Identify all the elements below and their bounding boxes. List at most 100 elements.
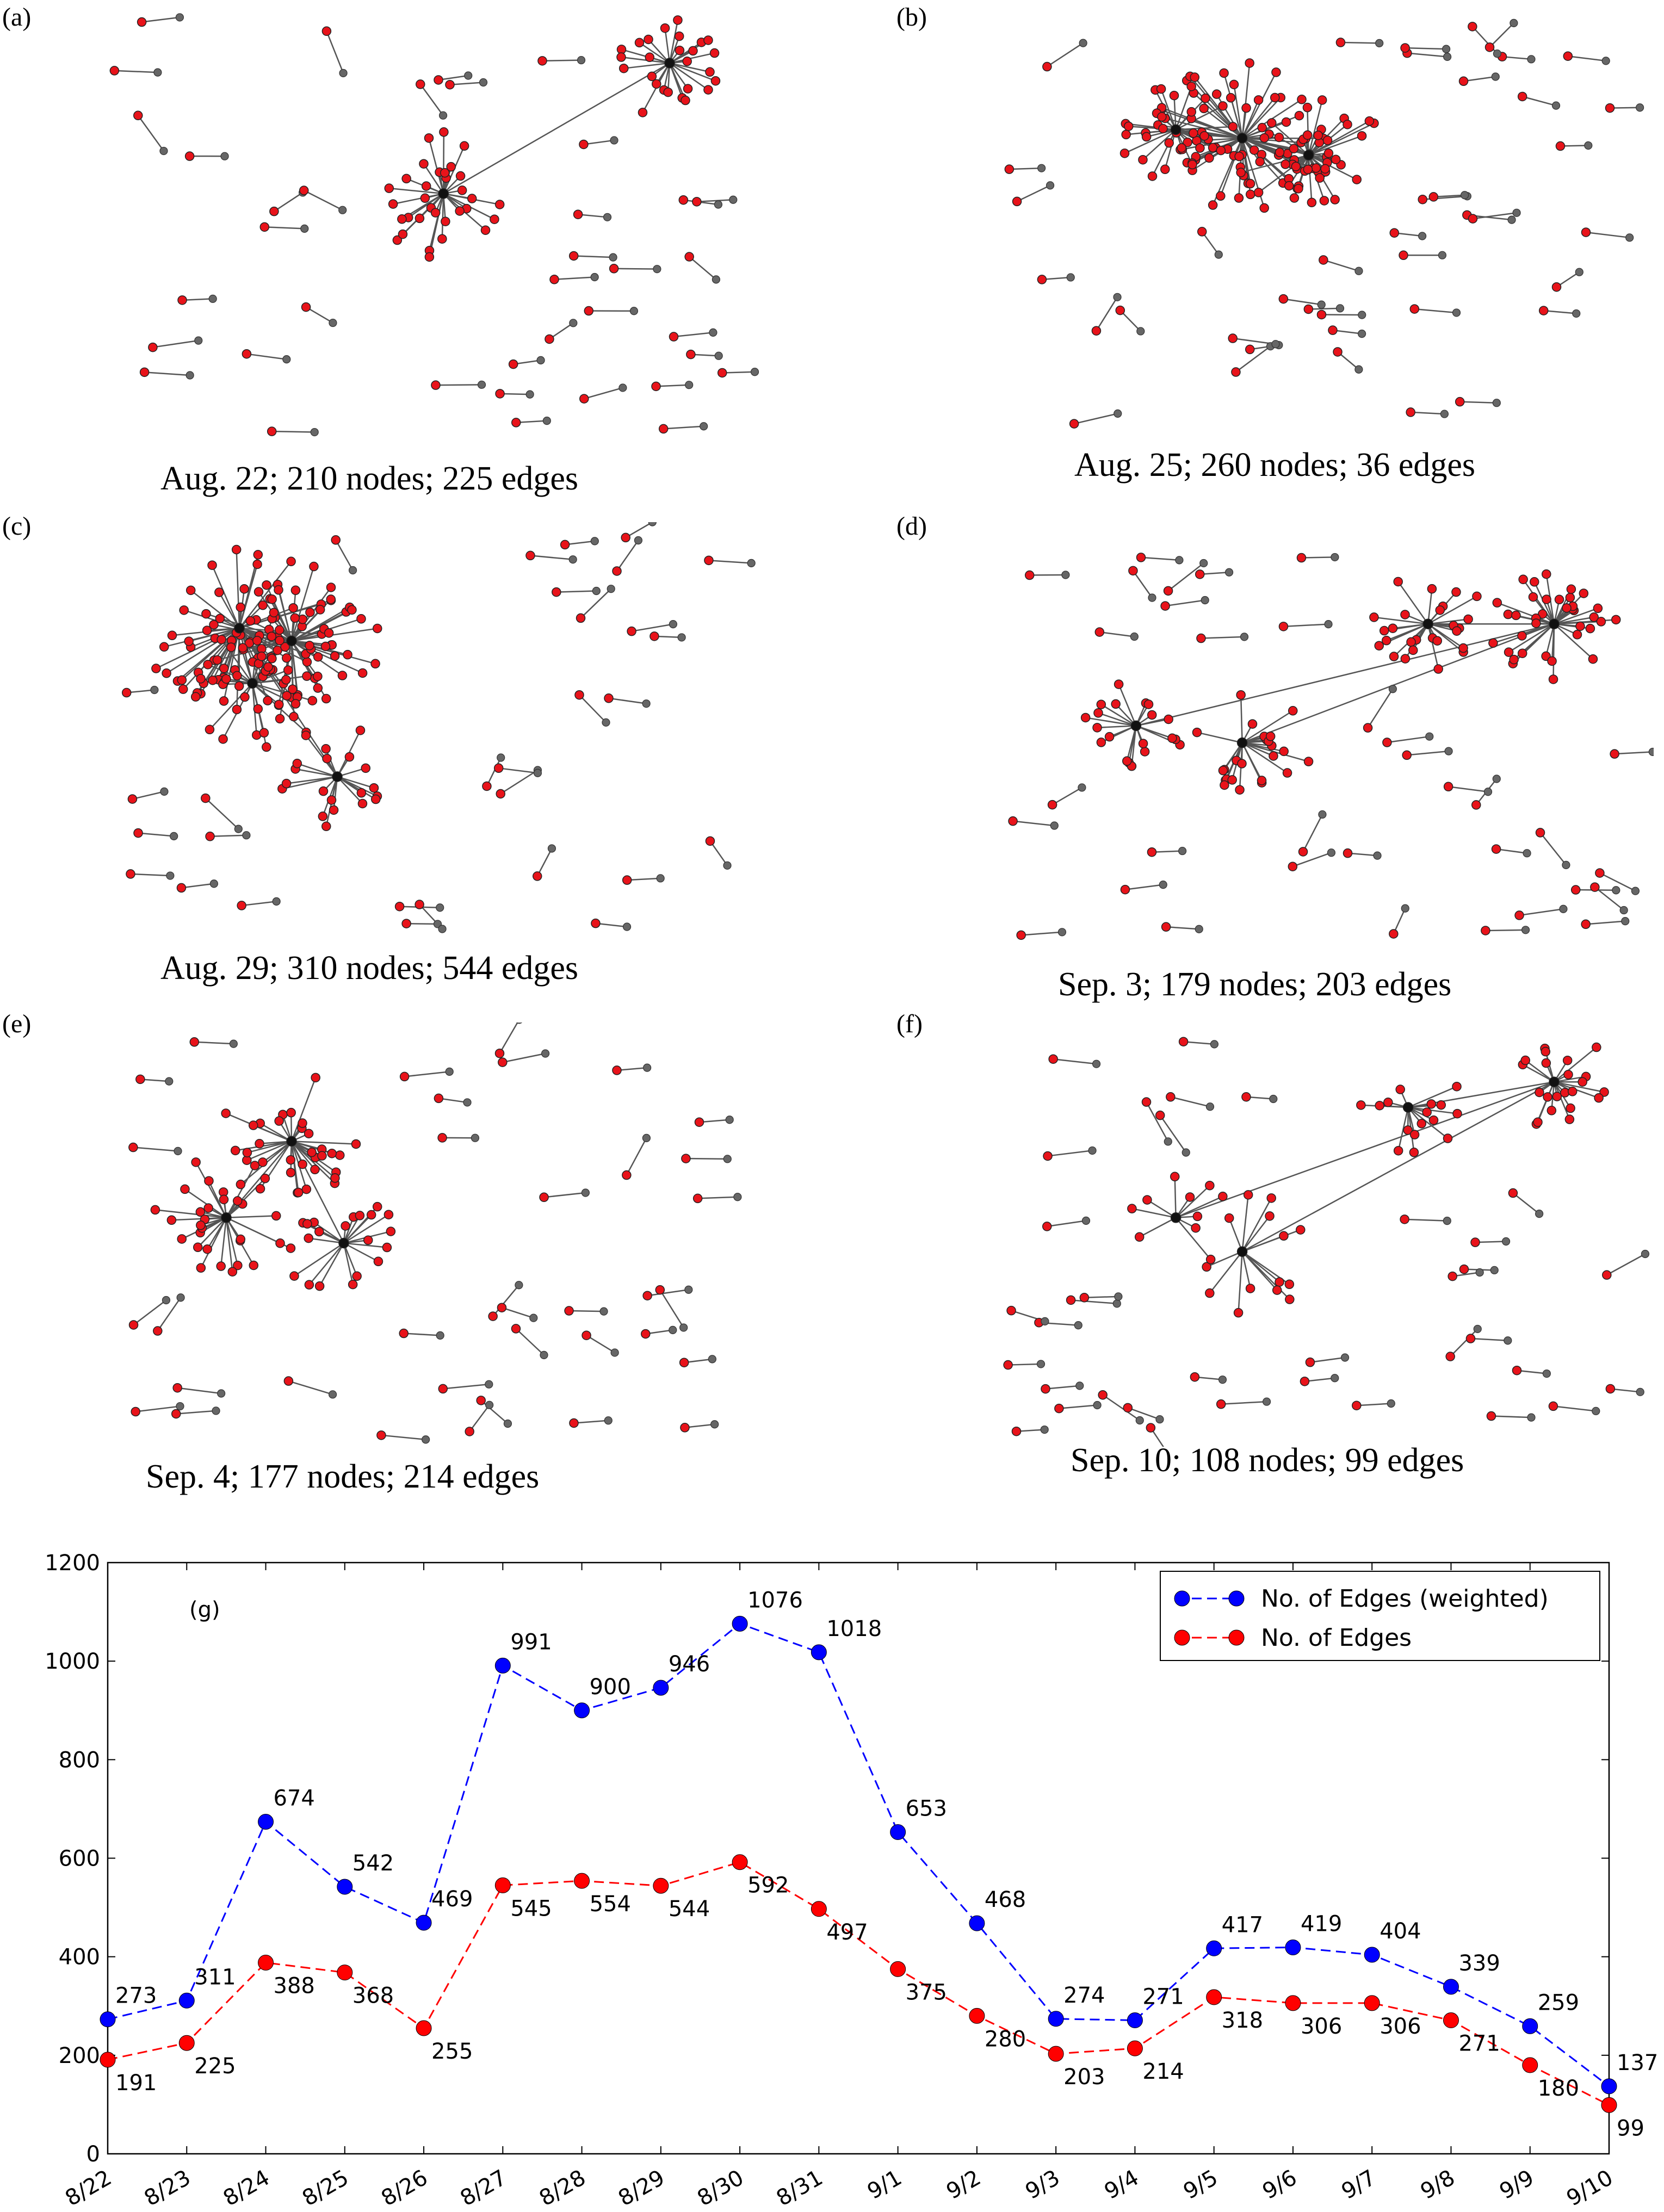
- node: [1302, 130, 1313, 140]
- node: [1542, 569, 1551, 579]
- x-tick-label: 8/27: [456, 2165, 511, 2211]
- node: [1237, 759, 1247, 769]
- node: [218, 734, 228, 744]
- node: [1047, 800, 1057, 810]
- edge: [639, 42, 670, 64]
- node: [1512, 1365, 1522, 1375]
- node: [1535, 1087, 1544, 1098]
- node: [704, 555, 714, 566]
- node: [1523, 849, 1531, 858]
- node: [485, 1401, 494, 1409]
- node: [286, 556, 296, 567]
- node: [1599, 1087, 1609, 1097]
- edge: [1408, 1086, 1457, 1108]
- edge: [1176, 126, 1233, 131]
- node: [274, 1116, 284, 1126]
- node: [1159, 880, 1167, 889]
- node: [1296, 553, 1307, 563]
- node: [1158, 123, 1168, 134]
- node: [1331, 553, 1339, 562]
- node: [494, 1048, 505, 1058]
- edge: [1242, 1235, 1284, 1253]
- node: [1514, 910, 1524, 920]
- node: [471, 1133, 480, 1142]
- node: [165, 1077, 174, 1086]
- data-label: 318: [1222, 2008, 1263, 2033]
- node: [1042, 61, 1052, 72]
- node: [1092, 1059, 1101, 1068]
- edge: [207, 664, 253, 684]
- node: [1445, 1352, 1455, 1361]
- x-tick-label: 8/23: [140, 2165, 195, 2211]
- node: [437, 1133, 447, 1143]
- edge: [1241, 742, 1263, 781]
- network-nodes: [1008, 553, 1654, 940]
- edge: [664, 28, 671, 64]
- edge: [1216, 94, 1243, 139]
- edge: [673, 332, 714, 338]
- node: [282, 355, 291, 364]
- edge: [1021, 931, 1062, 936]
- node: [304, 1129, 314, 1138]
- node: [175, 13, 184, 22]
- edge: [1554, 1046, 1597, 1083]
- x-tick-label: 9/1: [863, 2165, 906, 2204]
- node: [1155, 1415, 1164, 1424]
- node: [394, 901, 405, 912]
- edge: [1240, 695, 1243, 743]
- node: [1074, 1321, 1082, 1330]
- node: [700, 422, 708, 431]
- node: [185, 371, 194, 380]
- edge: [1241, 100, 1259, 139]
- node: [1636, 1387, 1644, 1396]
- node: [1167, 733, 1177, 743]
- node: [708, 1355, 716, 1364]
- node: [388, 199, 398, 209]
- edge: [586, 1335, 615, 1354]
- node: [496, 789, 505, 799]
- edge: [1405, 1218, 1448, 1222]
- node: [463, 1098, 472, 1107]
- edge: [1512, 1192, 1540, 1215]
- edge: [238, 564, 258, 629]
- node: [298, 1159, 307, 1169]
- edge: [176, 1410, 216, 1415]
- edge: [286, 776, 338, 784]
- node: [177, 1234, 187, 1244]
- node: [159, 146, 168, 156]
- node: [1408, 645, 1418, 655]
- node: [348, 566, 357, 575]
- edge: [443, 1383, 489, 1390]
- node: [1481, 926, 1490, 935]
- node: [314, 1226, 324, 1237]
- node: [1511, 610, 1521, 621]
- node: [240, 692, 250, 702]
- data-label: 991: [510, 1629, 552, 1655]
- edge: [1304, 1377, 1335, 1383]
- node: [1381, 635, 1391, 646]
- node: [1492, 598, 1502, 608]
- chart-svg: 0 200 400 600 800 1000 1200 8/22 8/23 8/24 8/25 8/2…: [45, 1551, 1658, 2211]
- edge: [1554, 1081, 1605, 1093]
- node: [1375, 39, 1384, 47]
- node: [355, 1211, 365, 1220]
- node: [232, 704, 242, 715]
- node: [579, 139, 589, 150]
- node: [283, 1376, 294, 1386]
- edge: [1126, 129, 1176, 135]
- node: [293, 1187, 304, 1198]
- edge: [1427, 596, 1477, 625]
- data-label: 674: [274, 1786, 315, 1811]
- node: [1294, 184, 1303, 194]
- node: [356, 788, 367, 798]
- edge: [1131, 1207, 1176, 1219]
- edge: [1192, 137, 1243, 171]
- node: [307, 1147, 317, 1157]
- node: [438, 111, 448, 120]
- node: [584, 306, 594, 316]
- node: [1509, 654, 1519, 665]
- node: [1324, 619, 1333, 629]
- edge: [337, 776, 376, 800]
- node: [313, 652, 323, 662]
- node: [401, 174, 411, 184]
